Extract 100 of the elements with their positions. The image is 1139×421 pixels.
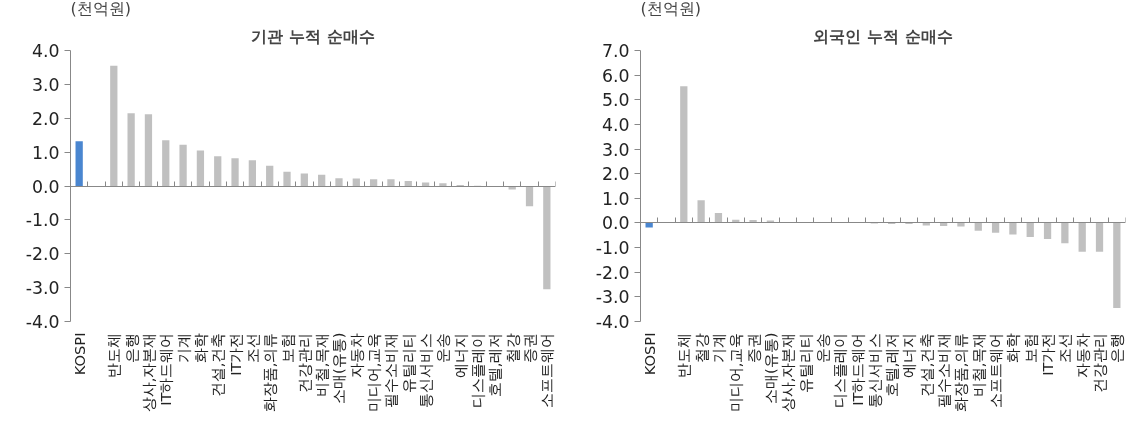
bar [439, 183, 447, 186]
y-tick-label: 5.0 [601, 90, 630, 111]
bar [387, 179, 395, 186]
x-tick-label: 운송 [813, 332, 831, 363]
x-tick-label: 비철,목재 [969, 332, 987, 398]
y-tick-label: 0.0 [601, 213, 630, 234]
bar [1009, 222, 1017, 235]
bar [1026, 222, 1034, 237]
x-tick-label: IT가전 [226, 332, 244, 376]
bar [1113, 222, 1121, 308]
x-tick-label: 화장품,의류 [952, 332, 970, 413]
x-tick-label: 화학 [1004, 332, 1022, 363]
x-tick-label: 통신서비스 [417, 332, 435, 408]
bar [196, 150, 205, 186]
x-tick-label: 미디어,교육 [365, 332, 383, 413]
x-tick-label: 운송 [434, 332, 452, 363]
x-tick-label: 유틸리티 [796, 332, 814, 393]
x-tick-label: 조선 [1056, 332, 1074, 363]
x-tick-label: 비철,목재 [313, 332, 331, 398]
bar [939, 222, 948, 226]
x-tick-label: 디스플레이 [831, 332, 849, 408]
bar [404, 180, 412, 186]
x-tick-label: 필수소비재 [382, 332, 400, 408]
x-tick-label: KOSPI [70, 332, 88, 376]
bar [1043, 222, 1052, 239]
bar [525, 186, 534, 207]
x-tick-label: 보험 [1021, 332, 1039, 363]
y-tick-label: -1.0 [25, 210, 60, 231]
y-tick-label: 3.0 [31, 74, 60, 95]
y-tick-label: 4.0 [31, 41, 60, 61]
x-tick-label: 건설,건축 [209, 332, 227, 398]
y-tick-label: -3.0 [595, 287, 630, 308]
y-axis-title: (천억원) [640, 0, 701, 18]
x-tick-label: 통신서비스 [865, 332, 883, 408]
x-tick-label: 소매(유통) [330, 332, 348, 404]
x-tick-label: 자동차 [1073, 332, 1091, 378]
x-tick-label: 유틸리티 [399, 332, 417, 393]
x-tick-label: 증권 [744, 332, 762, 363]
y-tick-label: -2.0 [595, 262, 630, 283]
x-tick-label: KOSPI [640, 332, 658, 376]
x-tick-label: 증권 [521, 332, 539, 363]
x-tick-label: 필수소비재 [935, 332, 953, 408]
bar [352, 178, 360, 186]
y-tick-label: 1.0 [601, 188, 630, 209]
y-tick-label: -4.0 [595, 312, 630, 332]
x-tick-label: 미디어,교육 [727, 332, 745, 413]
x-tick-label: 철강 [503, 332, 521, 363]
y-tick-label: 3.0 [601, 139, 630, 160]
bar [335, 178, 343, 186]
x-tick-label: IT가전 [1039, 332, 1057, 376]
y-tick-label: 2.0 [601, 164, 630, 185]
bar [974, 222, 982, 231]
x-tick-label: 화학 [191, 332, 209, 363]
x-tick-label: 건설,건축 [917, 332, 935, 398]
x-tick-label: IT하드웨어 [157, 332, 175, 406]
bar [543, 186, 551, 290]
bar [369, 179, 378, 186]
bar [697, 200, 705, 223]
y-tick-label: 0.0 [31, 176, 60, 197]
bar [179, 144, 187, 186]
y-axis-title: (천억원) [70, 0, 131, 18]
x-tick-label: 보험 [278, 332, 296, 363]
bar [110, 65, 118, 186]
x-tick-label: 건강관리 [295, 332, 313, 393]
bar [1061, 222, 1069, 244]
y-tick-label: 2.0 [31, 108, 60, 129]
bar [162, 140, 170, 186]
x-tick-label: 철강 [692, 332, 710, 363]
y-tick-label: -4.0 [25, 312, 60, 332]
x-tick-label: 반도체 [675, 332, 693, 378]
bar [283, 171, 291, 186]
bar [144, 114, 153, 186]
bar [318, 174, 326, 186]
x-tick-label: 건강관리 [1091, 332, 1109, 393]
x-tick-label: 디스플레이 [469, 332, 487, 408]
x-tick-label: 에너지 [451, 332, 469, 378]
bar [231, 158, 239, 186]
y-tick-label: -3.0 [25, 278, 60, 299]
y-tick-label: 6.0 [601, 65, 630, 86]
x-tick-label: 소프트웨어 [538, 332, 556, 408]
x-tick-label: 기계 [709, 332, 727, 363]
chart-title: 외국인 누적 순매수 [813, 26, 953, 46]
x-tick-label: 은행 [1108, 332, 1126, 363]
y-tick-label: 1.0 [31, 142, 60, 163]
y-tick-label: -1.0 [595, 238, 630, 259]
x-tick-label: 상사,자본재 [779, 332, 797, 413]
chart-title: 기관 누적 순매수 [251, 26, 375, 46]
x-tick-label: IT하드웨어 [848, 332, 866, 406]
x-tick-label: 에너지 [900, 332, 918, 378]
bar [1095, 222, 1104, 252]
bar [266, 165, 274, 186]
bar [75, 141, 83, 186]
bar [214, 156, 222, 186]
x-tick-label: 기계 [174, 332, 192, 363]
y-tick-label: 4.0 [601, 114, 630, 135]
bar [127, 113, 135, 186]
x-tick-label: 소프트웨어 [987, 332, 1005, 408]
x-tick-label: 은행 [122, 332, 140, 363]
bar [680, 86, 688, 223]
x-tick-label: 반도체 [105, 332, 123, 378]
